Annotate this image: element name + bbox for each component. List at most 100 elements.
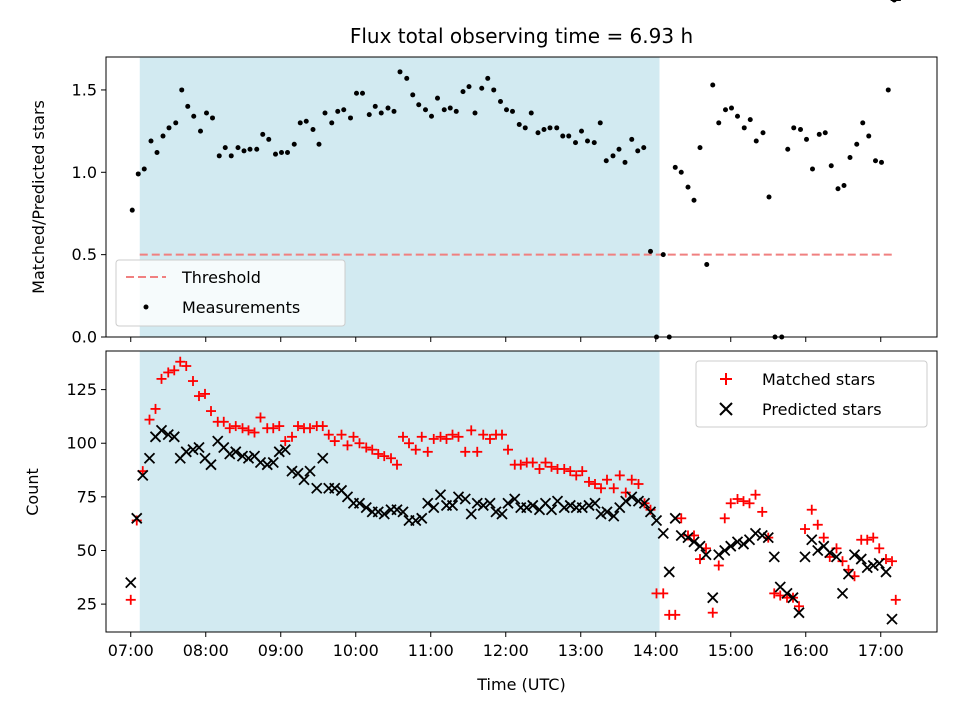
matched-star-point [794, 601, 804, 612]
predicted-star-point [688, 536, 700, 548]
y-tick-label: 50 [77, 541, 97, 560]
matched-star-point [428, 433, 439, 444]
measurements-legend-swatch [143, 304, 149, 310]
predicted-star-point [867, 559, 879, 572]
matched-star-point [503, 444, 513, 455]
measurement-point [854, 141, 860, 147]
predicted-star-point [583, 499, 595, 512]
matched-star-point [175, 356, 186, 367]
measurement-point [860, 120, 866, 126]
measurement-point [672, 164, 678, 170]
measurement-point [541, 126, 547, 132]
matched-star-point [404, 438, 414, 449]
x-tick-label: 09:00 [258, 641, 304, 660]
measurement-point [410, 92, 416, 98]
measurement-point [747, 117, 753, 123]
predicted-star-point [509, 493, 521, 505]
measurement-point [341, 107, 347, 113]
measurement-point [560, 133, 566, 139]
y-tick-label: 1.0 [72, 163, 97, 182]
matched-star-point [472, 446, 483, 457]
measurement-point [322, 110, 328, 116]
measurement-point [160, 133, 166, 139]
predicted-star-point [372, 506, 384, 518]
matched-star-point [713, 560, 724, 571]
ratio-y-axis-label: Matched/Predicted stars [29, 100, 48, 294]
predicted-star-point [719, 544, 731, 557]
matched-star-point [515, 459, 526, 470]
measurement-point [266, 136, 272, 142]
measurement-point [435, 95, 440, 101]
measurement-point [879, 159, 884, 165]
matched-star-point [738, 496, 749, 507]
measurement-point [273, 151, 278, 157]
measurement-point [148, 138, 154, 144]
predicted-star-point [353, 497, 366, 509]
predicted-star-point [378, 508, 390, 520]
matched-star-point [336, 429, 347, 440]
predicted-star-point [162, 429, 174, 441]
predicted-star-point [545, 504, 558, 516]
predicted-star-point [657, 527, 669, 539]
matched-star-point [769, 588, 780, 599]
measurement-point [566, 133, 572, 139]
predicted-star-point [143, 452, 156, 464]
measurement-point [697, 145, 703, 151]
measurement-point [723, 107, 728, 113]
measurement-point [191, 113, 197, 119]
x-tick-label: 12:00 [483, 641, 529, 660]
matched-star-point [200, 388, 210, 399]
predicted-star-point [298, 474, 310, 486]
matched-star-point [757, 506, 768, 517]
predicted-star-point [595, 508, 607, 520]
measurement-point [791, 125, 797, 131]
predicted-star-point [861, 562, 873, 574]
predicted-star-point [131, 512, 143, 524]
measurement-point [429, 113, 434, 119]
matched-star-point [435, 431, 446, 442]
measurement-point [141, 166, 147, 172]
measurement-point [254, 146, 260, 152]
matched-star-point [744, 498, 755, 509]
measurement-point [310, 126, 316, 132]
measurement-point [241, 148, 247, 154]
matched-star-point [441, 433, 452, 444]
predicted-star-point [490, 506, 502, 518]
matched-star-point [626, 474, 637, 485]
matched-star-point [590, 478, 600, 489]
x-tick-label: 10:00 [333, 641, 379, 660]
matched-star-point [725, 498, 736, 509]
measurement-point [603, 158, 609, 164]
measurement-point [522, 125, 528, 131]
matched-star-point [559, 463, 570, 474]
matched-star-point [317, 421, 328, 432]
measurement-point [366, 112, 372, 118]
predicted-star-point [644, 506, 657, 518]
measurement-point [453, 108, 459, 114]
predicted-star-point [360, 501, 372, 514]
predicted-star-point [317, 452, 329, 464]
measurement-point [535, 130, 541, 136]
predicted-star-point [180, 446, 192, 458]
y-tick-label: 0.5 [72, 245, 97, 264]
measurement-point [285, 150, 290, 156]
matched-star-point [806, 504, 817, 515]
matched-star-point [194, 391, 204, 402]
predicted-star-point [311, 482, 323, 494]
predicted-star-point [155, 424, 168, 437]
measurement-point [404, 75, 410, 81]
matched-star-point [237, 423, 248, 434]
measurement-point [260, 131, 266, 137]
matched-star-point [466, 425, 477, 436]
measurement-point [847, 154, 853, 160]
measurement-point [873, 158, 878, 164]
measurement-point [760, 130, 766, 136]
measurement-point [704, 262, 710, 268]
measurement-point [423, 107, 428, 113]
matched-star-point [577, 466, 588, 477]
predicted-star-point [477, 499, 489, 512]
matched-star-point [460, 446, 471, 457]
matched-star-point [633, 478, 644, 489]
matched-star-point [163, 367, 174, 378]
matched-star-point [354, 438, 365, 449]
